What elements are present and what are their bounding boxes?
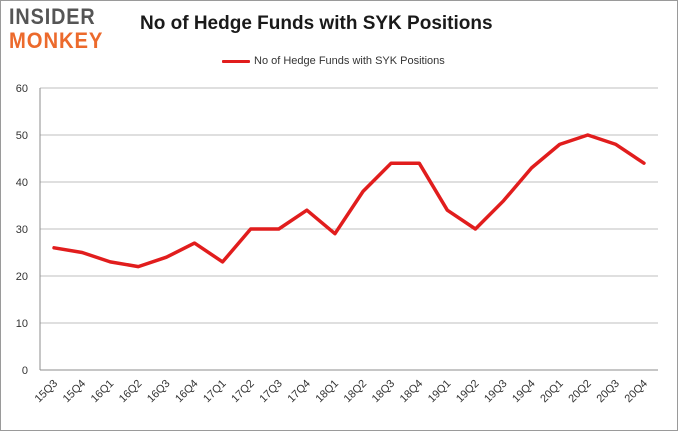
chart-title: No of Hedge Funds with SYK Positions (140, 13, 493, 34)
y-tick-label: 40 (16, 177, 28, 189)
y-tick-label: 50 (16, 130, 28, 142)
gridlines (39, 87, 658, 371)
x-tick-label: 17Q4 (285, 378, 313, 406)
x-tick-label: 16Q2 (117, 378, 145, 406)
series-line (52, 133, 646, 269)
y-tick-label: 0 (22, 365, 28, 377)
x-tick-label: 20Q1 (538, 378, 566, 406)
y-tick-label: 10 (16, 318, 28, 330)
x-tick-label: 20Q2 (566, 378, 594, 406)
x-tick-label: 17Q2 (229, 378, 257, 406)
x-tick-label: 17Q1 (201, 378, 229, 406)
x-tick-label: 16Q1 (89, 378, 117, 406)
series-group (52, 133, 646, 269)
x-tick-label: 17Q3 (257, 378, 285, 406)
insider-monkey-logo: INSIDER MONKEY (9, 6, 131, 52)
legend-label: No of Hedge Funds with SYK Positions (254, 55, 445, 67)
y-tick-label: 30 (16, 224, 28, 236)
x-tick-label: 19Q4 (510, 378, 538, 406)
logo-line-1: INSIDER (9, 4, 96, 29)
y-axis-ticks: 0 10 20 30 40 50 60 (16, 83, 28, 377)
x-tick-label: 18Q4 (398, 378, 426, 406)
y-tick-label: 20 (16, 271, 28, 283)
y-tick-label: 60 (16, 83, 28, 95)
x-tick-label: 19Q3 (482, 378, 510, 406)
x-tick-label: 18Q2 (342, 378, 370, 406)
x-tick-label: 18Q3 (370, 378, 398, 406)
chart-legend: No of Hedge Funds with SYK Positions (222, 54, 445, 68)
x-tick-label: 19Q2 (454, 378, 482, 406)
x-tick-label: 15Q3 (33, 378, 61, 406)
x-tick-label: 18Q1 (314, 378, 342, 406)
legend-swatch (222, 59, 250, 63)
x-tick-label: 20Q3 (594, 378, 622, 406)
x-tick-label: 20Q4 (623, 378, 651, 406)
x-axis-ticks: 15Q3 15Q4 16Q1 16Q2 16Q3 16Q4 17Q1 17Q2 17Q3 17Q4… (33, 378, 650, 406)
x-tick-label: 16Q3 (145, 378, 173, 406)
logo-line-2: MONKEY (9, 28, 104, 53)
x-tick-label: 16Q4 (173, 378, 201, 406)
x-tick-label: 19Q1 (426, 378, 454, 406)
x-tick-label: 15Q4 (61, 378, 89, 406)
